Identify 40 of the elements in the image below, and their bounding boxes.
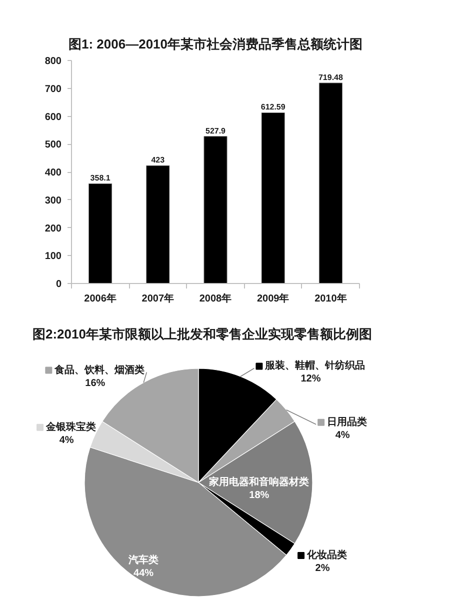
bar bbox=[318, 82, 342, 284]
bar bbox=[204, 136, 228, 284]
y-tick-label: 800 bbox=[44, 56, 62, 67]
legend-label: 服装、鞋帽、针纺织品 bbox=[264, 360, 366, 372]
x-tick-label: 2006年 bbox=[84, 292, 116, 304]
bar bbox=[146, 165, 170, 284]
x-tick-label: 2008年 bbox=[199, 292, 232, 304]
data-label: 18% bbox=[249, 490, 270, 502]
data-label: 2% bbox=[315, 563, 330, 574]
data-label: 719.48 bbox=[318, 72, 344, 82]
data-label: 612.59 bbox=[260, 102, 286, 112]
chart-title: 图1: 2006—2010年某市社会消费品季售总额统计图 bbox=[68, 36, 363, 52]
legend-label: 食品、饮料、烟酒类 bbox=[54, 364, 145, 376]
legend-label: 金银珠宝类 bbox=[45, 420, 96, 433]
data-label: 358.1 bbox=[90, 174, 111, 183]
bar bbox=[88, 183, 112, 284]
bar bbox=[261, 112, 285, 284]
slice-label: 家用电器和音响器材类 bbox=[208, 476, 310, 488]
y-tick-label: 500 bbox=[44, 140, 62, 151]
y-tick-label: 700 bbox=[44, 84, 62, 95]
x-tick-label: 2010年 bbox=[314, 292, 347, 304]
data-label: 12% bbox=[300, 374, 321, 385]
y-tick-label: 0 bbox=[56, 279, 62, 290]
data-label: 423 bbox=[151, 156, 166, 165]
x-tick-label: 2009年 bbox=[256, 292, 290, 304]
slice-label: 汽车类 bbox=[128, 554, 159, 566]
legend-label: 日用品类 bbox=[327, 416, 368, 428]
x-tick-label: 2007年 bbox=[142, 292, 174, 304]
data-label: 4% bbox=[335, 430, 350, 441]
data-label: 44% bbox=[134, 568, 154, 579]
data-label: 527.9 bbox=[205, 126, 226, 136]
y-tick-label: 600 bbox=[44, 112, 62, 123]
data-label: 16% bbox=[85, 378, 106, 389]
y-tick-label: 200 bbox=[44, 223, 62, 234]
chart-title: 图2:2010年某市限额以上批发和零售企业实现零售额比例图 bbox=[32, 326, 372, 342]
y-tick-label: 300 bbox=[44, 195, 62, 206]
legend-label: 化妆品类 bbox=[306, 549, 348, 562]
y-tick-label: 400 bbox=[44, 168, 62, 178]
data-label: 4% bbox=[59, 434, 74, 446]
y-tick-label: 100 bbox=[44, 251, 62, 262]
